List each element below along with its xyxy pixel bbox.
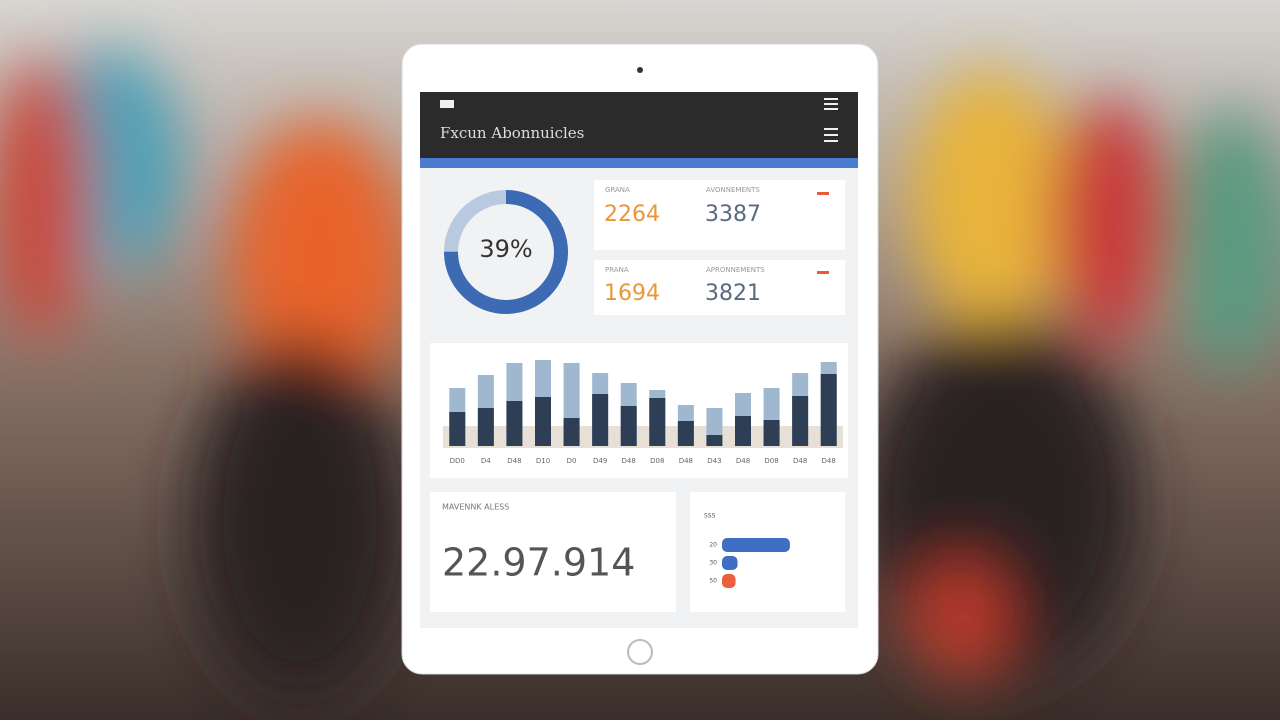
header-stripe [420, 158, 858, 168]
card-label: AVONNEMENTS [706, 186, 760, 194]
bar [722, 538, 790, 552]
menu-icon[interactable] [824, 98, 838, 142]
card-label: PRANA [605, 266, 629, 274]
x-tick-label: D43 [707, 457, 721, 465]
bar [477, 408, 494, 446]
bar [706, 435, 723, 446]
bar [506, 401, 523, 446]
x-tick-label: D48 [793, 457, 807, 465]
x-tick-label: DD0 [450, 457, 465, 465]
camera [637, 67, 643, 73]
card-marker [817, 192, 829, 195]
bar-chart-band [443, 426, 843, 448]
gauge-arc [444, 190, 568, 314]
x-tick-label: D10 [536, 457, 550, 465]
x-tick-label: D48 [622, 457, 636, 465]
x-tick-label: D08 [650, 457, 664, 465]
header-title: Fxcun Abonnuicles [440, 124, 584, 142]
card-label: APRONNEMENTS [706, 266, 765, 274]
gauge-label: 39% [479, 235, 532, 263]
y-tick-label: 20 [709, 542, 717, 549]
bar [763, 420, 780, 446]
x-tick-label: D08 [764, 457, 778, 465]
x-tick-label: D48 [507, 457, 521, 465]
bar [722, 556, 738, 570]
bar [592, 394, 609, 446]
bar [563, 418, 580, 446]
summary-panel [430, 492, 676, 612]
card-value: 1694 [604, 281, 660, 306]
bar [820, 374, 837, 446]
stat-cards: GRANA 2264 AVONNEMENTS 3387 PRANA 1694 A… [594, 180, 845, 315]
card-value: 2264 [604, 202, 660, 227]
summary-value: 22.97.914 [442, 541, 635, 585]
x-tick-label: D0 [567, 457, 577, 465]
bar [649, 398, 666, 446]
x-tick-label: D49 [593, 457, 607, 465]
summary-label: MAVENNK ALESS [442, 503, 509, 512]
logo [440, 100, 454, 108]
card [594, 260, 845, 315]
bar [535, 397, 551, 446]
hbar-title: SSS [704, 513, 716, 520]
x-tick-label: D48 [736, 457, 750, 465]
bar [722, 574, 736, 588]
y-tick-label: 30 [709, 560, 717, 567]
x-tick-label: D48 [822, 457, 836, 465]
bar [620, 406, 637, 446]
bar [677, 421, 694, 446]
bar [792, 396, 809, 446]
bar [735, 416, 751, 446]
header [420, 92, 858, 158]
x-tick-label: D4 [481, 457, 491, 465]
card [594, 180, 845, 250]
bar [449, 412, 466, 446]
x-tick-label: D48 [679, 457, 693, 465]
card-marker [817, 271, 829, 274]
card-value: 3387 [705, 202, 761, 227]
y-tick-label: 50 [709, 578, 717, 585]
card-label: GRANA [605, 186, 630, 194]
card-value: 3821 [705, 281, 761, 306]
background-blur [0, 50, 1280, 700]
home-button[interactable] [627, 639, 653, 665]
